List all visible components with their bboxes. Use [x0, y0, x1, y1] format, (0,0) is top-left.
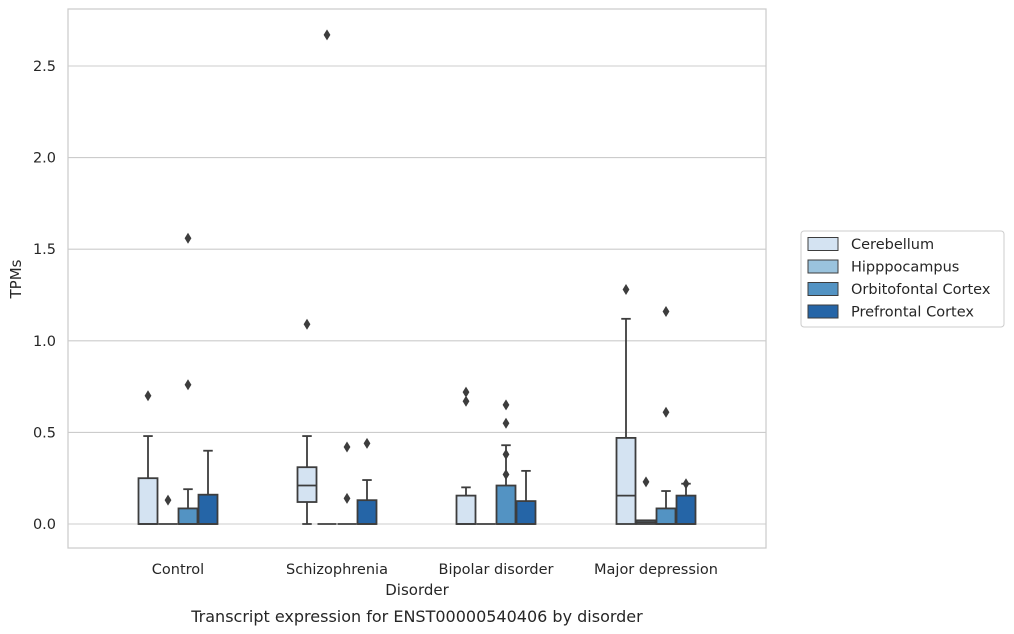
legend-label: Hipppocampus — [851, 260, 959, 276]
box-plot-area — [137, 29, 697, 525]
outlier-point — [343, 441, 351, 453]
chart-title: Transcript expression for ENST0000054040… — [190, 607, 643, 626]
box-3-1 — [356, 437, 378, 525]
y-tick-label: 1.0 — [33, 334, 56, 350]
box-iqr — [356, 499, 378, 525]
outlier-point — [662, 305, 670, 317]
y-tick-label: 0.0 — [33, 517, 56, 533]
box-1-3 — [635, 476, 657, 525]
outlier-point — [164, 494, 172, 506]
box-2-1 — [337, 441, 357, 525]
box-3-0 — [197, 449, 219, 525]
box-2-3 — [655, 305, 677, 525]
x-tick-label: Bipolar disorder — [439, 562, 554, 578]
outlier-point — [462, 395, 470, 407]
box-iqr — [515, 500, 537, 525]
box-0-1 — [296, 318, 318, 525]
y-tick-label: 1.5 — [33, 242, 56, 258]
box-0-0 — [137, 390, 159, 525]
box-iqr — [137, 477, 159, 525]
outlier-point — [363, 437, 371, 449]
box-iqr — [455, 494, 477, 525]
outlier-point — [184, 379, 192, 391]
outlier-point — [682, 478, 690, 490]
outlier-point — [502, 399, 510, 411]
box-2-0 — [177, 232, 199, 525]
outlier-point — [622, 284, 630, 296]
box-iqr — [197, 493, 219, 525]
legend-label: Cerebellum — [851, 237, 934, 253]
outlier-point — [642, 476, 650, 488]
y-axis-label: TPMs — [7, 259, 25, 299]
outlier-point — [144, 390, 152, 402]
box-iqr — [675, 494, 697, 525]
box-0-2 — [455, 386, 477, 525]
y-tick-label: 0.5 — [33, 425, 56, 441]
legend-swatch — [807, 304, 839, 319]
box-1-0 — [158, 494, 178, 525]
box-3-2 — [515, 469, 537, 525]
outlier-point — [502, 417, 510, 429]
legend-swatch — [807, 282, 839, 296]
legend: Cerebellum Hipppocampus Orbitofontal Corte… — [800, 230, 1005, 328]
outlier-point — [462, 386, 470, 398]
outlier-point — [502, 448, 510, 460]
legend-frame — [800, 230, 1005, 328]
y-tick-label: 2.5 — [33, 59, 56, 75]
legend-swatch — [807, 259, 839, 274]
box-iqr — [296, 466, 318, 503]
x-tick-label: Schizophrenia — [286, 562, 388, 578]
x-tick-label: Control — [152, 562, 204, 578]
x-axis-label: Disorder — [385, 581, 449, 599]
outlier-point — [662, 406, 670, 418]
x-axis-ticks: Control Schizophrenia Bipolar disorder Majo… — [152, 562, 718, 578]
box-3-3 — [675, 478, 697, 525]
outlier-point — [502, 469, 510, 481]
box-iqr — [655, 507, 677, 525]
box-1-1 — [317, 29, 337, 525]
box-2-2 — [495, 399, 517, 525]
legend-swatch — [807, 237, 839, 251]
box-iqr — [615, 436, 637, 525]
legend-items: Cerebellum Hipppocampus Orbitofontal Corte… — [807, 237, 991, 321]
y-tick-label: 2.0 — [33, 151, 56, 167]
legend-label: Orbitofontal Cortex — [851, 282, 991, 298]
box-iqr — [495, 484, 517, 525]
outlier-point — [184, 232, 192, 244]
grid-lines — [68, 65, 766, 525]
outlier-point — [343, 492, 351, 504]
box-iqr — [177, 507, 199, 525]
box-0-3 — [615, 284, 637, 525]
outlier-point — [323, 29, 331, 41]
legend-label: Prefrontal Cortex — [851, 305, 974, 321]
outlier-point — [303, 318, 311, 330]
x-tick-label: Major depression — [594, 562, 718, 578]
plot-frame — [67, 8, 767, 549]
y-axis-ticks: 0.0 0.5 1.0 1.5 2.0 2.5 — [33, 59, 56, 533]
